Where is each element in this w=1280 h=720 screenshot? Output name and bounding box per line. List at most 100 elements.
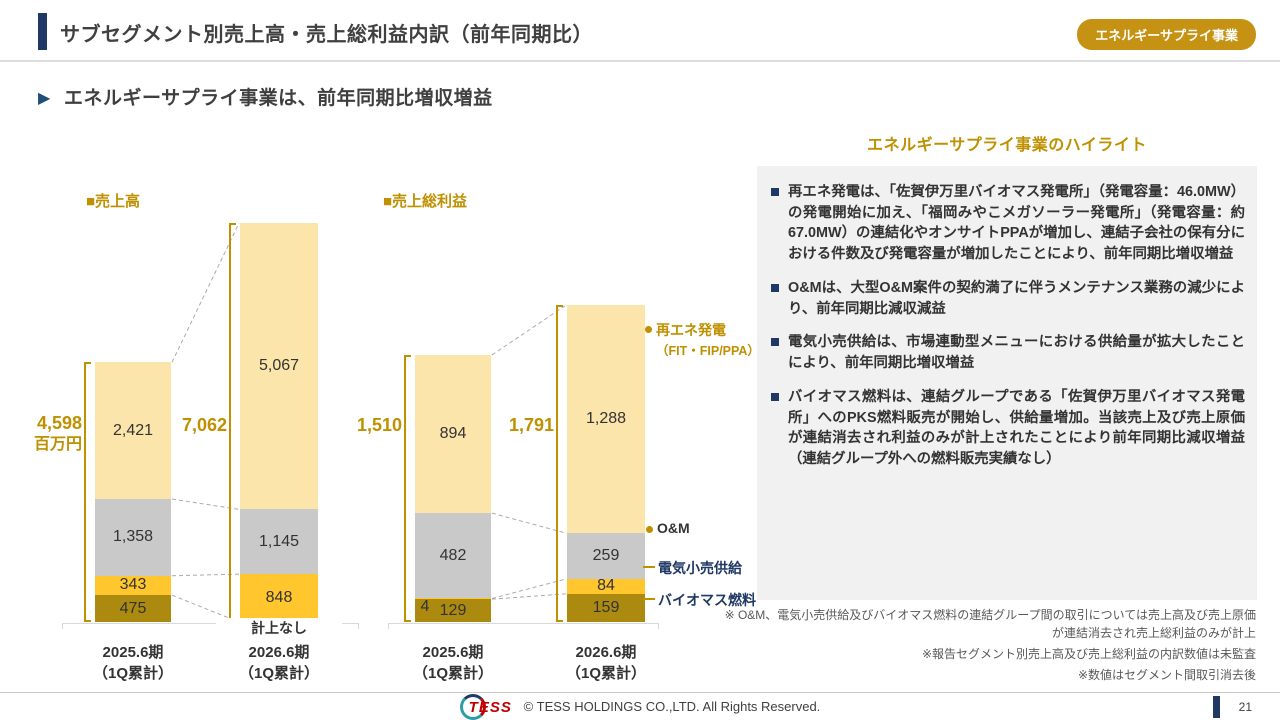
category-label-line: 2025.6期 bbox=[102, 644, 164, 661]
bar-segment bbox=[95, 362, 171, 500]
bar-zero-note: 計上なし bbox=[216, 618, 342, 638]
bullet-square-icon bbox=[771, 338, 779, 347]
category-label-line: （1Q累計） bbox=[565, 665, 646, 682]
axis-tick bbox=[388, 623, 389, 629]
connector-line bbox=[171, 222, 240, 363]
bar-segment bbox=[567, 593, 645, 622]
axis-tick bbox=[62, 623, 63, 629]
bar-total-bracket bbox=[404, 354, 411, 622]
callout-label-line: O&M bbox=[657, 520, 690, 536]
chart-title: ■売上総利益 bbox=[383, 193, 468, 210]
callout-line-icon bbox=[643, 598, 655, 600]
tess-logo: TESS bbox=[459, 693, 512, 720]
bar-segment bbox=[240, 223, 318, 510]
logo-globe-icon bbox=[459, 693, 486, 720]
highlight-text: バイオマス燃料は、連結グループである「佐賀伊万里バイオマス発電所」へのPKS燃料… bbox=[788, 388, 1245, 468]
category-label: 2026.6期 （1Q累計） bbox=[209, 642, 349, 684]
bar-total-bracket bbox=[229, 223, 236, 622]
callout-label-line: 再エネ発電 bbox=[656, 322, 726, 338]
bar-segment bbox=[567, 533, 645, 579]
callout-label: O&M bbox=[657, 520, 690, 536]
bar-total-label: 1,791 bbox=[508, 415, 554, 435]
callout-label-line: （FIT・FIP/PPA） bbox=[656, 344, 760, 358]
bar-segment-label: 475 bbox=[119, 599, 147, 617]
bar-segment bbox=[415, 354, 491, 514]
header: サブセグメント別売上高・売上総利益内訳（前年同期比） エネルギーサプライ事業 bbox=[0, 0, 1280, 62]
bar-segment-label: 343 bbox=[119, 576, 147, 594]
bar-segment-label: 5,067 bbox=[258, 357, 300, 375]
total-unit-label: 百万円 bbox=[33, 436, 82, 454]
bar-segment bbox=[415, 513, 491, 599]
copyright-text: © TESS HOLDINGS CO.,LTD. All Rights Rese… bbox=[523, 699, 821, 714]
bar-segment bbox=[567, 305, 645, 534]
page-title: サブセグメント別売上高・売上総利益内訳（前年同期比） bbox=[60, 24, 593, 46]
bar-total-label: 1,510 bbox=[356, 415, 402, 435]
footnote: ※報告セグメント別売上高及び売上総利益の内訳数値は未監査 bbox=[921, 647, 1256, 661]
connector-line bbox=[491, 512, 567, 534]
footnote: ※ O&M、電気小売供給及びバイオマス燃料の連結グループ間の取引については売上高… bbox=[724, 608, 1256, 640]
category-label-line: （1Q累計） bbox=[412, 665, 493, 682]
bar-segment bbox=[95, 595, 171, 622]
subtitle-text: エネルギーサプライ事業は、前年同期比増収増益 bbox=[64, 88, 493, 109]
category-label-line: 2025.6期 bbox=[422, 644, 484, 661]
bar-segment bbox=[415, 598, 491, 600]
page-number: 21 bbox=[1238, 700, 1252, 714]
segment-badge: エネルギーサプライ事業 bbox=[1077, 19, 1256, 50]
connector-line bbox=[171, 498, 240, 510]
bullet-square-icon bbox=[771, 188, 779, 196]
callout-line-icon bbox=[643, 566, 655, 568]
bar-segment-label: 848 bbox=[265, 589, 293, 607]
footnote: ※数値はセグメント間取引消去後 bbox=[1077, 668, 1256, 682]
connector-line bbox=[171, 573, 240, 577]
bar-segment-label: 1,288 bbox=[585, 410, 627, 428]
page-number-accent-bar bbox=[1213, 696, 1220, 718]
highlight-item: 電気小売供給は、市場連動型メニューにおける供給量が拡大したことにより、前年同期比… bbox=[769, 332, 1245, 373]
highlight-item: 再エネ発電は、「佐賀伊万里バイオマス発電所」（発電容量：46.0MW）の発電開始… bbox=[769, 182, 1245, 265]
bullet-square-icon bbox=[771, 392, 779, 401]
bar-total-label: 7,062 bbox=[181, 415, 227, 435]
chart-axis bbox=[62, 623, 358, 624]
footnotes: ※ O&M、電気小売供給及びバイオマス燃料の連結グループ間の取引については売上高… bbox=[716, 606, 1256, 687]
category-label: 2025.6期 （1Q累計） bbox=[383, 642, 523, 684]
category-label-line: （1Q累計） bbox=[92, 665, 173, 682]
highlight-item: バイオマス燃料は、連結グループである「佐賀伊万里バイオマス発電所」へのPKS燃料… bbox=[769, 387, 1245, 470]
highlight-text: O&Mは、大型O&M案件の契約満了に伴うメンテナンス業務の減少により、前年同期比… bbox=[788, 279, 1245, 317]
bar-segment-label: 1,145 bbox=[258, 532, 300, 550]
category-label: 2026.6期 （1Q累計） bbox=[536, 642, 676, 684]
connector-line bbox=[491, 304, 567, 356]
segment-callout: O&M bbox=[646, 520, 690, 536]
category-label-line: 2026.6期 bbox=[248, 644, 310, 661]
callout-dot-icon bbox=[646, 526, 653, 533]
bar-segment bbox=[95, 499, 171, 576]
connector-line bbox=[491, 593, 567, 600]
bar-total-bracket bbox=[556, 305, 563, 622]
category-label-line: （1Q累計） bbox=[238, 665, 319, 682]
header-accent-bar bbox=[38, 13, 47, 50]
bar-segment-label: 894 bbox=[439, 425, 467, 443]
bar-segment bbox=[240, 574, 318, 622]
chart-axis bbox=[388, 623, 658, 624]
footer: TESS © TESS HOLDINGS CO.,LTD. All Rights… bbox=[0, 692, 1280, 720]
segment-callout: 再エネ発電 （FIT・FIP/PPA） bbox=[645, 320, 760, 359]
callout-dot-icon bbox=[645, 326, 652, 333]
highlight-item: O&Mは、大型O&M案件の契約満了に伴うメンテナンス業務の減少により、前年同期比… bbox=[769, 278, 1245, 319]
highlights-panel: 再エネ発電は、「佐賀伊万里バイオマス発電所」（発電容量：46.0MW）の発電開始… bbox=[757, 166, 1257, 600]
bar-segment-label: 159 bbox=[592, 598, 620, 616]
callout-label-line: 電気小売供給 bbox=[658, 560, 742, 576]
category-label-line: 2026.6期 bbox=[575, 644, 637, 661]
bar-total-label: 4,598 百万円 bbox=[34, 412, 82, 456]
triangle-bullet-icon: ▶ bbox=[38, 90, 51, 107]
highlight-text: 再エネ発電は、「佐賀伊万里バイオマス発電所」（発電容量：46.0MW）の発電開始… bbox=[788, 184, 1245, 263]
bar-segment bbox=[240, 509, 318, 575]
connector-line bbox=[491, 578, 567, 599]
bar-segment-label: 84 bbox=[597, 577, 615, 595]
segment-callout: 電気小売供給 bbox=[643, 558, 742, 578]
highlights-list: 再エネ発電は、「佐賀伊万里バイオマス発電所」（発電容量：46.0MW）の発電開始… bbox=[769, 182, 1245, 470]
bar-segment bbox=[95, 575, 171, 596]
bullet-square-icon bbox=[771, 283, 779, 292]
bar-segment bbox=[415, 599, 491, 622]
highlight-text: 電気小売供給は、市場連動型メニューにおける供給量が拡大したことにより、前年同期比… bbox=[788, 334, 1245, 372]
bar-segment-label: 4 bbox=[420, 597, 430, 615]
axis-tick bbox=[658, 623, 659, 629]
